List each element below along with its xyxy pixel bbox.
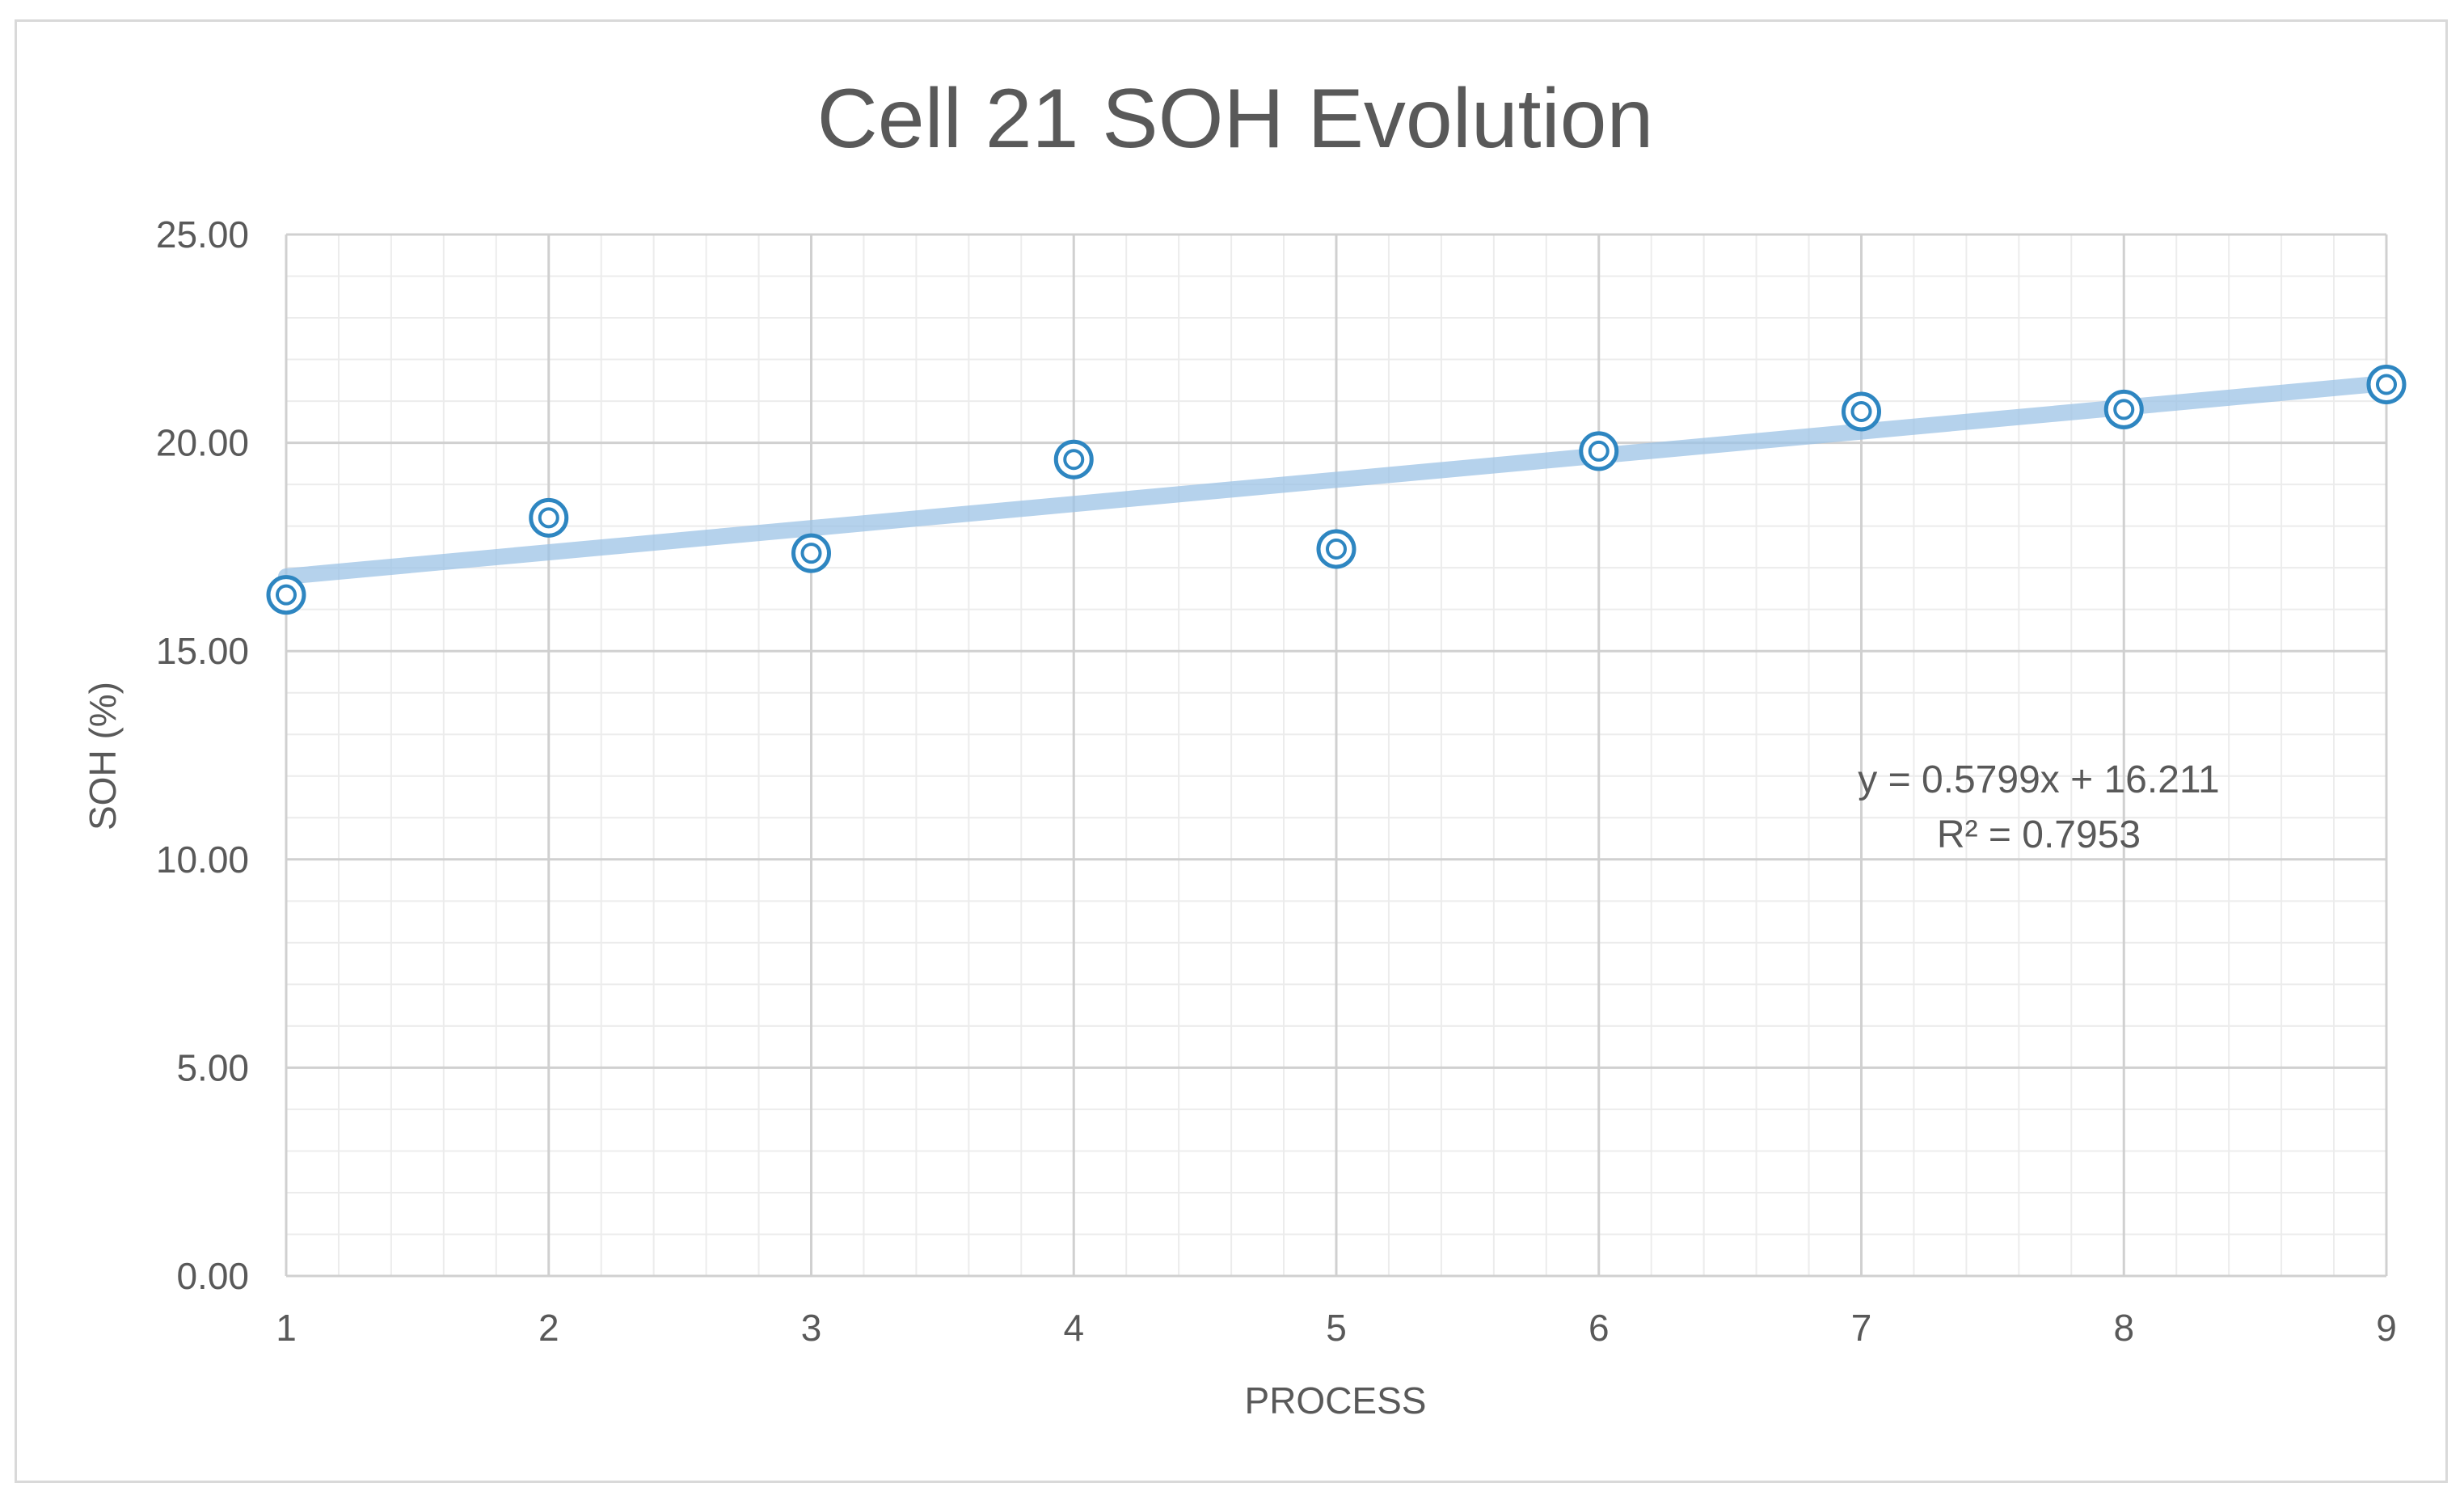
data-point-inner-ring bbox=[1326, 538, 1347, 560]
x-tick-label: 6 bbox=[1589, 1307, 1610, 1349]
trendline-r-squared: R² = 0.7953 bbox=[1937, 813, 2141, 856]
y-tick-labels: 0.00 5.00 10.00 15.00 20.00 25.00 bbox=[156, 213, 249, 1297]
x-tick-label: 5 bbox=[1326, 1307, 1347, 1349]
data-point bbox=[1842, 391, 1881, 432]
x-axis-title: PROCESS bbox=[1245, 1379, 1427, 1422]
data-point-inner-ring bbox=[1063, 449, 1085, 471]
data-point-inner-ring bbox=[800, 543, 822, 564]
data-point-inner-ring bbox=[1850, 400, 1872, 422]
y-tick-label: 10.00 bbox=[156, 839, 249, 881]
major-grid bbox=[285, 233, 2388, 1278]
trendline bbox=[278, 374, 2394, 585]
data-point-outer-ring bbox=[529, 497, 569, 538]
y-tick-label: 0.00 bbox=[176, 1255, 249, 1297]
data-point bbox=[791, 533, 831, 573]
x-tick-label: 9 bbox=[2376, 1307, 2397, 1349]
data-point bbox=[529, 497, 569, 538]
data-point-outer-ring bbox=[1842, 391, 1881, 432]
data-point bbox=[1579, 431, 1619, 471]
y-tick-label: 25.00 bbox=[156, 213, 249, 256]
x-tick-label: 2 bbox=[538, 1307, 559, 1349]
trendline-layer bbox=[278, 374, 2394, 585]
y-tick-label: 15.00 bbox=[156, 630, 249, 672]
chart-title: Cell 21 SOH Evolution bbox=[817, 72, 1654, 166]
x-tick-label: 1 bbox=[276, 1307, 297, 1349]
data-points bbox=[266, 364, 2407, 615]
data-point-inner-ring bbox=[276, 584, 297, 606]
data-point-outer-ring bbox=[266, 575, 306, 615]
y-axis-title: SOH (%) bbox=[82, 682, 124, 830]
y-tick-label: 5.00 bbox=[176, 1046, 249, 1088]
data-point-inner-ring bbox=[538, 507, 559, 529]
trendline-equation: y = 0.5799x + 16.211 bbox=[1858, 758, 2219, 801]
x-tick-labels: 1 2 3 4 5 6 7 8 9 bbox=[276, 1307, 2397, 1349]
data-point bbox=[2366, 364, 2407, 404]
data-point-inner-ring bbox=[1588, 440, 1610, 462]
data-point-outer-ring bbox=[791, 533, 831, 573]
data-point bbox=[1316, 529, 1356, 569]
x-tick-label: 8 bbox=[2113, 1307, 2134, 1349]
data-point bbox=[2103, 389, 2144, 429]
data-point-outer-ring bbox=[1053, 439, 1094, 480]
data-point-outer-ring bbox=[2103, 389, 2144, 429]
data-point-inner-ring bbox=[2376, 374, 2397, 395]
x-tick-label: 4 bbox=[1063, 1307, 1084, 1349]
data-point bbox=[1053, 439, 1094, 480]
data-point-outer-ring bbox=[2366, 364, 2407, 404]
data-point-outer-ring bbox=[1579, 431, 1619, 471]
y-tick-label: 20.00 bbox=[156, 422, 249, 464]
x-tick-label: 7 bbox=[1851, 1307, 1872, 1349]
data-point bbox=[266, 575, 306, 615]
data-point-outer-ring bbox=[1316, 529, 1356, 569]
data-point-inner-ring bbox=[2113, 399, 2135, 420]
x-tick-label: 3 bbox=[801, 1307, 822, 1349]
